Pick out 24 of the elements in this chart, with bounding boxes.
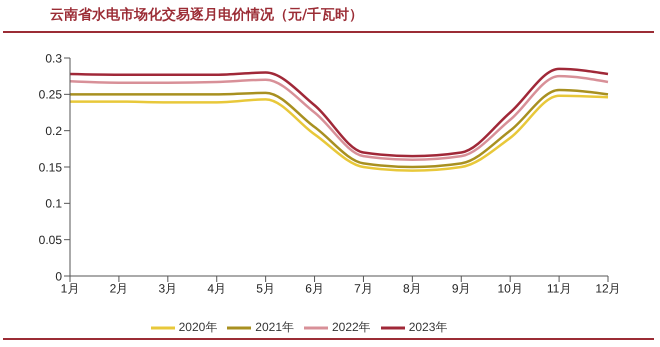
x-tick-label: 7月: [354, 282, 373, 296]
x-tick-label: 5月: [256, 282, 275, 296]
y-tick-label: 0: [55, 269, 62, 284]
x-tick-label: 6月: [305, 282, 324, 296]
x-tick-label: 10月: [498, 282, 523, 296]
y-tick-label: 0.15: [38, 160, 62, 174]
y-tick-label: 0.1: [45, 196, 62, 211]
x-tick-label: 9月: [452, 282, 471, 296]
x-tick-label: 4月: [207, 282, 226, 296]
legend-label: 2023年: [408, 320, 448, 334]
chart-title: 云南省水电市场化交易逐月电价情况（元/千瓦时）: [50, 6, 364, 24]
x-tick-label: 1月: [60, 282, 80, 296]
y-tick-label: 0.2: [45, 124, 62, 138]
y-tick-label: 0.25: [38, 88, 62, 102]
x-tick-label: 3月: [158, 282, 178, 296]
x-tick-label: 12月: [595, 282, 621, 296]
legend-label: 2022年: [332, 320, 371, 334]
legend-label: 2021年: [255, 320, 294, 334]
y-tick-label: 0.3: [45, 51, 62, 66]
legend-label: 2020年: [178, 320, 218, 334]
x-tick-label: 8月: [403, 282, 422, 296]
x-tick-label: 11月: [546, 282, 572, 296]
y-tick-label: 0.05: [38, 232, 62, 247]
x-tick-label: 2月: [110, 282, 128, 296]
